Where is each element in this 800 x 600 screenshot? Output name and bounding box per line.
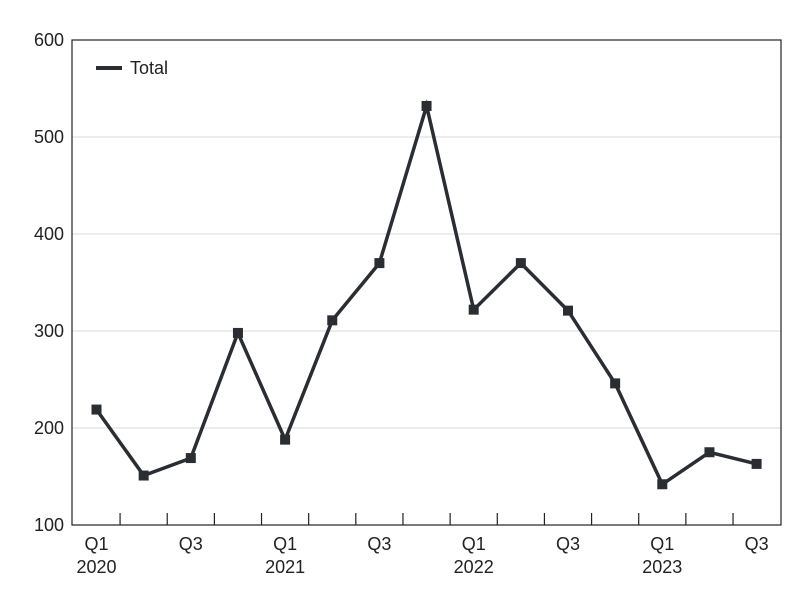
x-tick-label-quarter: Q1 — [650, 534, 674, 554]
x-tick-label-quarter: Q3 — [556, 534, 580, 554]
data-point — [185, 453, 196, 464]
data-point — [751, 458, 762, 469]
legend: Total — [96, 58, 168, 78]
x-tick-label-year: 2022 — [454, 557, 494, 577]
x-tick-label-quarter: Q3 — [367, 534, 391, 554]
data-point — [91, 404, 102, 415]
y-tick-label: 400 — [34, 224, 64, 244]
grid-lines — [72, 136, 781, 429]
x-axis-tick-labels: Q1 2020 Q3 Q1 2021 Q3 Q1 2022 Q3 Q1 2023 Q3 — [76, 534, 768, 577]
legend-label-total: Total — [130, 58, 168, 78]
data-point — [515, 258, 526, 269]
y-tick-label: 200 — [34, 418, 64, 438]
x-tick-label-quarter: Q1 — [84, 534, 108, 554]
data-point — [374, 258, 385, 269]
y-tick-label: 500 — [34, 127, 64, 147]
data-point — [657, 479, 668, 490]
x-tick-label-year: 2023 — [642, 557, 682, 577]
x-tick-label-quarter: Q1 — [462, 534, 486, 554]
data-point — [704, 447, 715, 458]
data-point — [280, 434, 291, 445]
series-total — [91, 99, 762, 490]
x-tick-label-quarter: Q3 — [745, 534, 769, 554]
x-tick-label-year: 2021 — [265, 557, 305, 577]
y-tick-label: 600 — [34, 30, 64, 50]
plot-frame — [71, 39, 782, 526]
x-tick-label-quarter: Q1 — [273, 534, 297, 554]
data-point — [421, 100, 432, 111]
x-axis-ticks — [119, 513, 734, 525]
y-axis-tick-labels: 100 200 300 400 500 600 — [34, 30, 64, 535]
x-tick-label-quarter: Q3 — [179, 534, 203, 554]
data-point — [468, 304, 479, 315]
data-point — [138, 470, 149, 481]
y-tick-label: 100 — [34, 515, 64, 535]
x-tick-label-year: 2020 — [76, 557, 116, 577]
data-point — [610, 378, 621, 389]
data-point — [327, 315, 338, 326]
data-point — [563, 305, 573, 316]
data-point — [232, 327, 243, 338]
y-tick-label: 300 — [34, 321, 64, 341]
